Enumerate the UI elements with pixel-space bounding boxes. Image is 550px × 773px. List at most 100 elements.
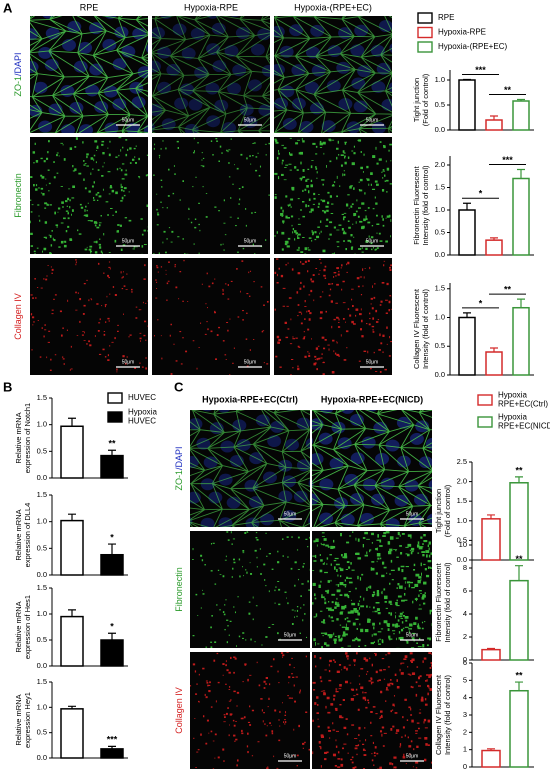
- y-axis-label: Relative mRNA: [14, 509, 23, 560]
- sig-label: *: [479, 189, 483, 199]
- y-axis-label: Intensity (fold of control): [421, 165, 430, 246]
- y-axis-label: Collagen IV Fluorescent: [434, 674, 443, 755]
- y-tick-label: 0.0: [37, 570, 47, 579]
- speckles: [274, 258, 392, 375]
- panel-label: B: [3, 379, 12, 394]
- y-axis-label: expression of Hes1: [23, 595, 32, 659]
- y-tick-label: 0.5: [37, 446, 47, 455]
- bar: [481, 518, 501, 561]
- error-bar: [108, 632, 116, 640]
- sig-label: ***: [502, 155, 513, 165]
- y-axis-label: expression Hey1: [23, 692, 32, 748]
- error-bar: [490, 237, 498, 241]
- nuclei: [274, 16, 392, 133]
- error-bar: [68, 609, 76, 617]
- legend-label: HUVEC: [128, 417, 156, 426]
- y-tick-label: 8: [463, 563, 467, 572]
- y-tick-label: 0.0: [37, 473, 47, 482]
- legend-label: Hypoxia: [498, 413, 527, 422]
- bar: [485, 119, 503, 131]
- speckles: [312, 652, 432, 769]
- y-tick-label: 6: [463, 658, 467, 667]
- y-tick-label: 5: [463, 675, 467, 684]
- scale-bar-label: 50μm: [366, 359, 379, 365]
- micrograph: [190, 652, 310, 769]
- y-tick-label: 4: [463, 693, 467, 702]
- error-bar: [517, 98, 525, 101]
- scale-bar-label: 50μm: [122, 238, 135, 244]
- column-header: RPE: [80, 2, 99, 12]
- legend-swatch: [417, 12, 433, 24]
- y-tick-label: 1.5: [435, 284, 445, 293]
- error-bar: [463, 202, 471, 210]
- bar: [100, 454, 124, 479]
- error-bar: [68, 513, 76, 521]
- error-bar: [515, 565, 523, 581]
- y-tick-label: 2.5: [457, 457, 467, 466]
- bar: [100, 748, 124, 759]
- error-bar: [487, 748, 495, 751]
- sig-label: *: [110, 622, 114, 632]
- error-bar: [463, 78, 471, 81]
- scale-bar-label: 50μm: [406, 511, 419, 517]
- scale-bar-label: 50μm: [406, 753, 419, 759]
- bar: [509, 579, 529, 661]
- error-bar: [108, 543, 116, 555]
- y-tick-label: 1: [463, 745, 467, 754]
- legend-label: RPE+EC(Ctrl): [498, 400, 548, 409]
- y-tick-label: 1.5: [435, 182, 445, 191]
- micrograph: [274, 258, 392, 375]
- panel-label: C: [174, 379, 184, 394]
- micrograph: [274, 137, 392, 254]
- row-label: Fibronectin: [13, 173, 23, 218]
- bar: [481, 648, 501, 661]
- bar: [100, 639, 124, 667]
- row-label: ZO-1/DAPI: [13, 52, 23, 96]
- y-axis-label: Relative mRNA: [14, 694, 23, 745]
- sig-label: **: [515, 554, 523, 564]
- cell-borders: [274, 16, 392, 133]
- legend-swatch: [477, 416, 493, 428]
- micrograph-bg: [312, 652, 432, 769]
- micrograph: [152, 16, 270, 133]
- row-label-part: Collagen IV: [174, 687, 184, 734]
- y-tick-label: 0.5: [435, 227, 445, 236]
- micrograph: [152, 137, 270, 254]
- error-bar: [463, 312, 471, 318]
- micrograph: [190, 410, 310, 527]
- legend-label: RPE: [438, 13, 454, 22]
- sig-label: ***: [475, 65, 486, 75]
- sig-label: **: [108, 439, 116, 449]
- y-tick-label: 10: [459, 540, 467, 549]
- y-tick-label: 1.0: [37, 609, 47, 618]
- legend-swatch: [417, 41, 433, 53]
- bar: [458, 316, 476, 376]
- y-tick-label: 6: [463, 586, 467, 595]
- y-tick-label: 0.0: [37, 661, 47, 670]
- error-bar: [490, 347, 498, 352]
- y-tick-label: 0.5: [37, 728, 47, 737]
- y-axis-label: Intensity (fold of control): [443, 562, 452, 643]
- column-header: Hypoxia-RPE+EC(NICD): [321, 394, 423, 404]
- nuclei: [190, 410, 310, 527]
- scale-bar-label: 50μm: [122, 117, 135, 123]
- micrograph: [190, 531, 310, 648]
- y-tick-label: 1.0: [457, 516, 467, 525]
- row-label-part: Fibronectin: [174, 567, 184, 612]
- sig-label: *: [479, 298, 483, 308]
- y-axis-label: Fibronectin Fluorescent: [434, 562, 443, 641]
- scale-bar-label: 50μm: [244, 117, 257, 123]
- y-tick-label: 0.5: [37, 635, 47, 644]
- bar: [509, 689, 529, 768]
- bar: [60, 708, 84, 759]
- y-tick-label: 0.5: [37, 543, 47, 552]
- y-axis-label: Relative mRNA: [14, 601, 23, 652]
- y-tick-label: 1.0: [37, 702, 47, 711]
- nuclei: [30, 16, 148, 133]
- nuclei: [152, 16, 270, 133]
- y-axis-label: Intensity (fold of control): [421, 288, 430, 369]
- column-header: Hypoxia-RPE+EC(Ctrl): [202, 394, 298, 404]
- y-tick-label: 1.0: [37, 420, 47, 429]
- scale-bar-label: 50μm: [406, 632, 419, 638]
